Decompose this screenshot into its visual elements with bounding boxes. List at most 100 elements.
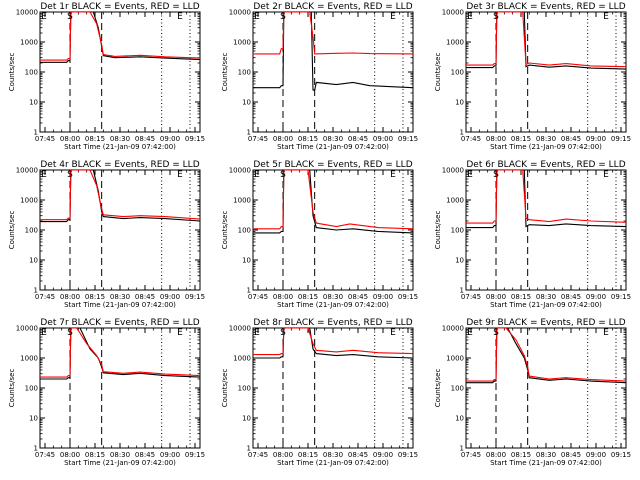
y-tick-label: 1 <box>247 129 251 137</box>
plot-frame <box>465 327 627 449</box>
y-tick-label: 1000 <box>233 197 251 205</box>
detector-panel: Det 3r BLACK = Events, RED = LLD 1 10 100 10… <box>434 2 631 151</box>
y-tick-label: 10000 <box>442 9 464 17</box>
x-tick-label: 09:15 <box>611 293 631 301</box>
x-tick-label: 08:30 <box>536 451 556 459</box>
y-axis-label: Counts/sec <box>8 211 16 250</box>
x-tick-label: 07:45 <box>35 135 55 143</box>
x-tick-label: 09:15 <box>185 135 205 143</box>
y-tick-label: 1000 <box>20 197 38 205</box>
panel-title: Det 3r BLACK = Events, RED = LLD <box>466 2 625 12</box>
lld-series-line <box>40 170 200 221</box>
event-marker-label: S <box>67 12 73 22</box>
x-tick-label: 08:00 <box>486 135 506 143</box>
y-axis-label: Counts/sec <box>434 53 442 92</box>
x-tick-label: 09:00 <box>586 451 606 459</box>
y-axis-label: Counts/sec <box>434 369 442 408</box>
panel-title: Det 4r BLACK = Events, RED = LLD <box>40 160 199 170</box>
event-marker-label: S <box>67 170 73 180</box>
x-tick-label: 08:45 <box>135 451 155 459</box>
event-marker-label: E <box>41 170 47 180</box>
panel-title: Det 7r BLACK = Events, RED = LLD <box>40 318 199 328</box>
x-tick-label: 08:15 <box>298 451 318 459</box>
x-tick-label: 08:45 <box>348 135 368 143</box>
y-tick-label: 100 <box>25 227 38 235</box>
detector-panel: Det 7r BLACK = Events, RED = LLD 1 10 100 10… <box>8 318 205 467</box>
y-tick-label: 100 <box>238 227 251 235</box>
detector-panel: Det 2r BLACK = Events, RED = LLD 1 10 100 10… <box>221 2 418 151</box>
y-tick-label: 10 <box>242 99 251 107</box>
x-tick-label: 08:15 <box>511 293 531 301</box>
event-marker-label: E <box>603 328 609 338</box>
x-tick-label: 08:45 <box>348 293 368 301</box>
x-tick-label: 08:00 <box>273 451 293 459</box>
y-axis-label: Counts/sec <box>8 53 16 92</box>
detector-panel: Det 5r BLACK = Events, RED = LLD 1 10 100 10… <box>221 160 418 309</box>
event-marker-label: E <box>603 170 609 180</box>
detector-panel: Det 6r BLACK = Events, RED = LLD 1 10 100 10… <box>434 160 631 309</box>
plot-frame <box>252 327 414 449</box>
events-series-line <box>40 12 200 63</box>
y-tick-label: 10 <box>242 257 251 265</box>
y-axis-label: Counts/sec <box>221 369 229 408</box>
x-tick-label: 09:00 <box>586 293 606 301</box>
y-tick-label: 1 <box>460 287 464 295</box>
x-axis-label: Start Time (21-Jan-09 07:42:00) <box>277 459 389 467</box>
y-tick-label: 10000 <box>442 167 464 175</box>
detector-panel: Det 1r BLACK = Events, RED = LLD 1 10 100 10… <box>8 2 205 151</box>
y-tick-label: 10 <box>455 99 464 107</box>
event-marker-label: E <box>390 12 396 22</box>
x-tick-label: 07:45 <box>248 135 268 143</box>
y-tick-label: 100 <box>25 385 38 393</box>
plot-frame <box>39 11 201 133</box>
plot-frame <box>252 11 414 133</box>
x-tick-label: 09:15 <box>611 135 631 143</box>
y-tick-label: 100 <box>451 69 464 77</box>
x-tick-label: 08:30 <box>536 135 556 143</box>
x-tick-label: 07:45 <box>461 293 481 301</box>
y-tick-label: 100 <box>25 69 38 77</box>
event-marker-label: S <box>493 12 499 22</box>
event-marker-label: E <box>467 12 473 22</box>
y-tick-label: 1000 <box>446 197 464 205</box>
event-marker-label: S <box>493 170 499 180</box>
y-tick-label: 1000 <box>20 355 38 363</box>
event-marker-label: E <box>254 12 260 22</box>
x-tick-label: 08:30 <box>536 293 556 301</box>
x-tick-label: 08:30 <box>110 135 130 143</box>
y-tick-label: 1000 <box>20 39 38 47</box>
x-tick-label: 09:15 <box>185 451 205 459</box>
x-tick-label: 08:45 <box>561 293 581 301</box>
y-tick-label: 10000 <box>16 9 38 17</box>
x-tick-label: 07:45 <box>248 293 268 301</box>
x-tick-label: 08:00 <box>486 293 506 301</box>
lld-series-line <box>253 328 413 356</box>
plot-frame <box>465 169 627 291</box>
panel-title: Det 9r BLACK = Events, RED = LLD <box>466 318 625 328</box>
x-tick-label: 08:15 <box>85 293 105 301</box>
plot-frame <box>39 327 201 449</box>
x-tick-label: 08:30 <box>323 451 343 459</box>
detector-panel: Det 9r BLACK = Events, RED = LLD 1 10 100 10… <box>434 318 631 467</box>
detector-panel: Det 4r BLACK = Events, RED = LLD 1 10 100 10… <box>8 160 205 309</box>
x-axis-label: Start Time (21-Jan-09 07:42:00) <box>490 301 602 309</box>
panel-title: Det 6r BLACK = Events, RED = LLD <box>466 160 625 170</box>
x-tick-label: 09:15 <box>398 135 418 143</box>
x-tick-label: 08:45 <box>561 451 581 459</box>
lld-series-line <box>466 170 626 224</box>
y-tick-label: 1 <box>460 129 464 137</box>
y-tick-label: 10000 <box>229 167 251 175</box>
y-axis-label: Counts/sec <box>221 53 229 92</box>
panel-title: Det 5r BLACK = Events, RED = LLD <box>253 160 412 170</box>
x-tick-label: 08:00 <box>60 451 80 459</box>
event-marker-label: E <box>41 12 47 22</box>
x-axis-label: Start Time (21-Jan-09 07:42:00) <box>277 301 389 309</box>
x-tick-label: 08:00 <box>60 293 80 301</box>
x-tick-label: 07:45 <box>248 451 268 459</box>
event-marker-label: S <box>493 328 499 338</box>
x-tick-label: 08:30 <box>110 451 130 459</box>
y-tick-label: 10 <box>29 99 38 107</box>
y-tick-label: 1 <box>34 129 38 137</box>
x-tick-label: 08:15 <box>511 451 531 459</box>
events-series-line <box>466 170 626 229</box>
